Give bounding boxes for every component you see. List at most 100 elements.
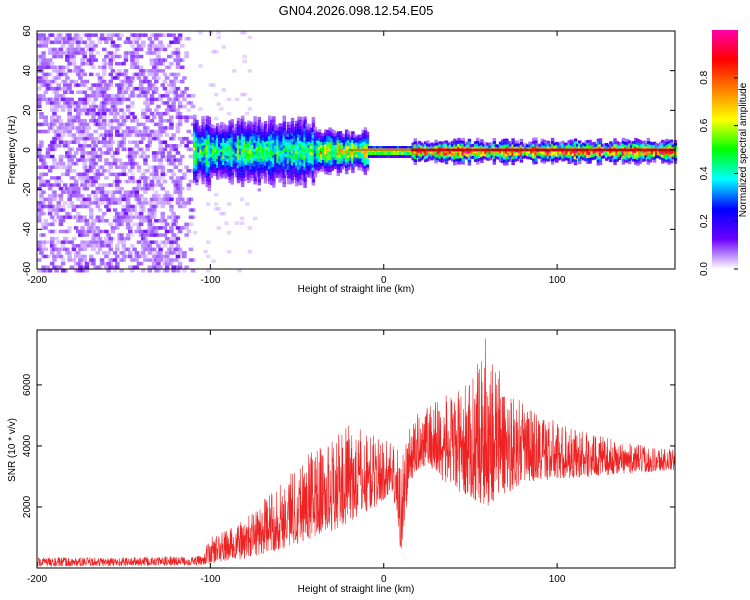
spectrogram-cell: [353, 134, 357, 138]
spectrogram-cell: [619, 146, 624, 150]
spectrogram-cell: [164, 108, 170, 112]
spectrogram-cell: [207, 170, 212, 174]
spectrogram-cell: [303, 146, 307, 150]
spectrogram-cell: [663, 146, 667, 150]
spectrogram-cell: [193, 144, 197, 148]
spectrogram-cell: [621, 158, 626, 162]
spectrogram-cell: [147, 72, 153, 77]
spectrogram-cell: [145, 247, 150, 252]
spectrogram-cell: [257, 143, 262, 147]
spectrogram-cell: [527, 156, 532, 160]
spectrogram-cell: [636, 159, 640, 163]
spectrogram-cell: [115, 151, 120, 155]
spectrogram-cell: [151, 115, 157, 119]
spectrogram-cell: [309, 142, 314, 146]
spectrogram-cell: [93, 104, 98, 109]
spectrogram-cell: [661, 145, 665, 149]
spectrogram-cell: [423, 150, 428, 154]
spectrogram-cell: [180, 201, 185, 205]
y-tick-label: 60: [22, 25, 33, 37]
spectrogram-cell: [249, 163, 253, 167]
spectrogram-cell: [207, 158, 212, 162]
spectrogram-cell: [215, 144, 220, 148]
spectrogram-cell: [184, 165, 189, 169]
spectrogram-cell: [106, 261, 111, 266]
spectrogram-cell: [473, 144, 478, 148]
spectrogram-cell: [272, 151, 276, 155]
spectrogram-cell: [407, 154, 411, 158]
spectrogram-cell: [396, 154, 401, 158]
spectrogram-cell: [169, 158, 174, 162]
spectrogram-cell: [201, 163, 205, 167]
spectrogram-cell: [330, 167, 334, 171]
spectrogram-cell: [478, 158, 482, 162]
spectrogram-cell: [39, 40, 44, 45]
spectrogram-cell: [482, 155, 486, 159]
spectrogram-cell: [315, 161, 320, 165]
spectrogram-cell: [203, 171, 207, 175]
spectrogram-cell: [143, 229, 148, 234]
spectrogram-cell: [469, 153, 474, 157]
spectrogram-cell: [267, 148, 272, 152]
spectrogram-cell: [54, 211, 59, 216]
spectrogram-cell: [213, 116, 219, 121]
spectrogram-cell: [67, 204, 72, 209]
spectrogram-cell: [621, 146, 626, 150]
spectrogram-cell: [324, 168, 328, 172]
spectrogram-cell: [311, 137, 316, 141]
spectrogram-cell: [50, 144, 55, 148]
spectrogram-cell: [138, 240, 144, 244]
spectrogram-cell: [238, 133, 243, 137]
spectrogram-cell: [550, 155, 555, 159]
spectrogram-cell: [220, 139, 224, 143]
spectrogram-cell: [328, 169, 332, 173]
spectrogram-cell: [95, 233, 101, 237]
spectrogram-cell: [267, 180, 272, 184]
spectrogram-cell: [121, 136, 127, 141]
spectrogram-cell: [147, 144, 153, 148]
spectrogram-cell: [167, 33, 172, 37]
spectrogram-cell: [73, 254, 79, 259]
spectrogram-cell: [167, 215, 172, 219]
spectrogram-cell: [173, 258, 179, 262]
spectrogram-cell: [50, 229, 55, 234]
spectrogram-cell: [188, 215, 194, 219]
spectrogram-cell: [171, 172, 176, 177]
spectrogram-cell: [438, 156, 443, 160]
spectrogram-cell: [123, 165, 129, 169]
spectrogram-cell: [76, 72, 81, 77]
spectrogram-cell: [160, 201, 166, 205]
spectrogram-cell: [349, 157, 353, 161]
spectrogram-cell: [123, 119, 129, 123]
spectrogram-cell: [332, 142, 336, 146]
spectrogram-cell: [80, 229, 85, 234]
spectrogram-cell: [80, 269, 85, 273]
spectrogram-cell: [272, 184, 276, 188]
spectrogram-cell: [565, 154, 569, 158]
spectrogram-cell: [336, 140, 341, 144]
spectrogram-cell: [299, 182, 303, 186]
spectrogram-cell: [71, 61, 77, 66]
spectrogram-cell: [209, 160, 214, 164]
spectrogram-cell: [455, 155, 459, 159]
spectrogram-cell: [177, 161, 183, 166]
spectrogram-cell: [299, 116, 303, 120]
spectrogram-cell: [219, 107, 224, 111]
spectrogram-cell: [438, 158, 443, 162]
spectrogram-cell: [128, 151, 133, 155]
spectrogram-cell: [625, 153, 630, 157]
spectrogram-cell: [47, 65, 53, 70]
spectrogram-cell: [263, 135, 268, 139]
spectrogram-cell: [56, 83, 62, 87]
spectrogram-cell: [259, 152, 264, 156]
spectrogram-cell: [123, 90, 129, 94]
spectrogram-cell: [301, 174, 305, 178]
spectrogram-cell: [217, 137, 222, 141]
spectrogram-cell: [119, 233, 124, 237]
spectrogram-cell: [147, 69, 153, 73]
spectrogram-cell: [143, 158, 148, 162]
spectrogram-cell: [234, 174, 239, 178]
spectrogram-cell: [299, 140, 303, 144]
spectrogram-cell: [245, 111, 250, 116]
spectrogram-cell: [207, 185, 212, 189]
